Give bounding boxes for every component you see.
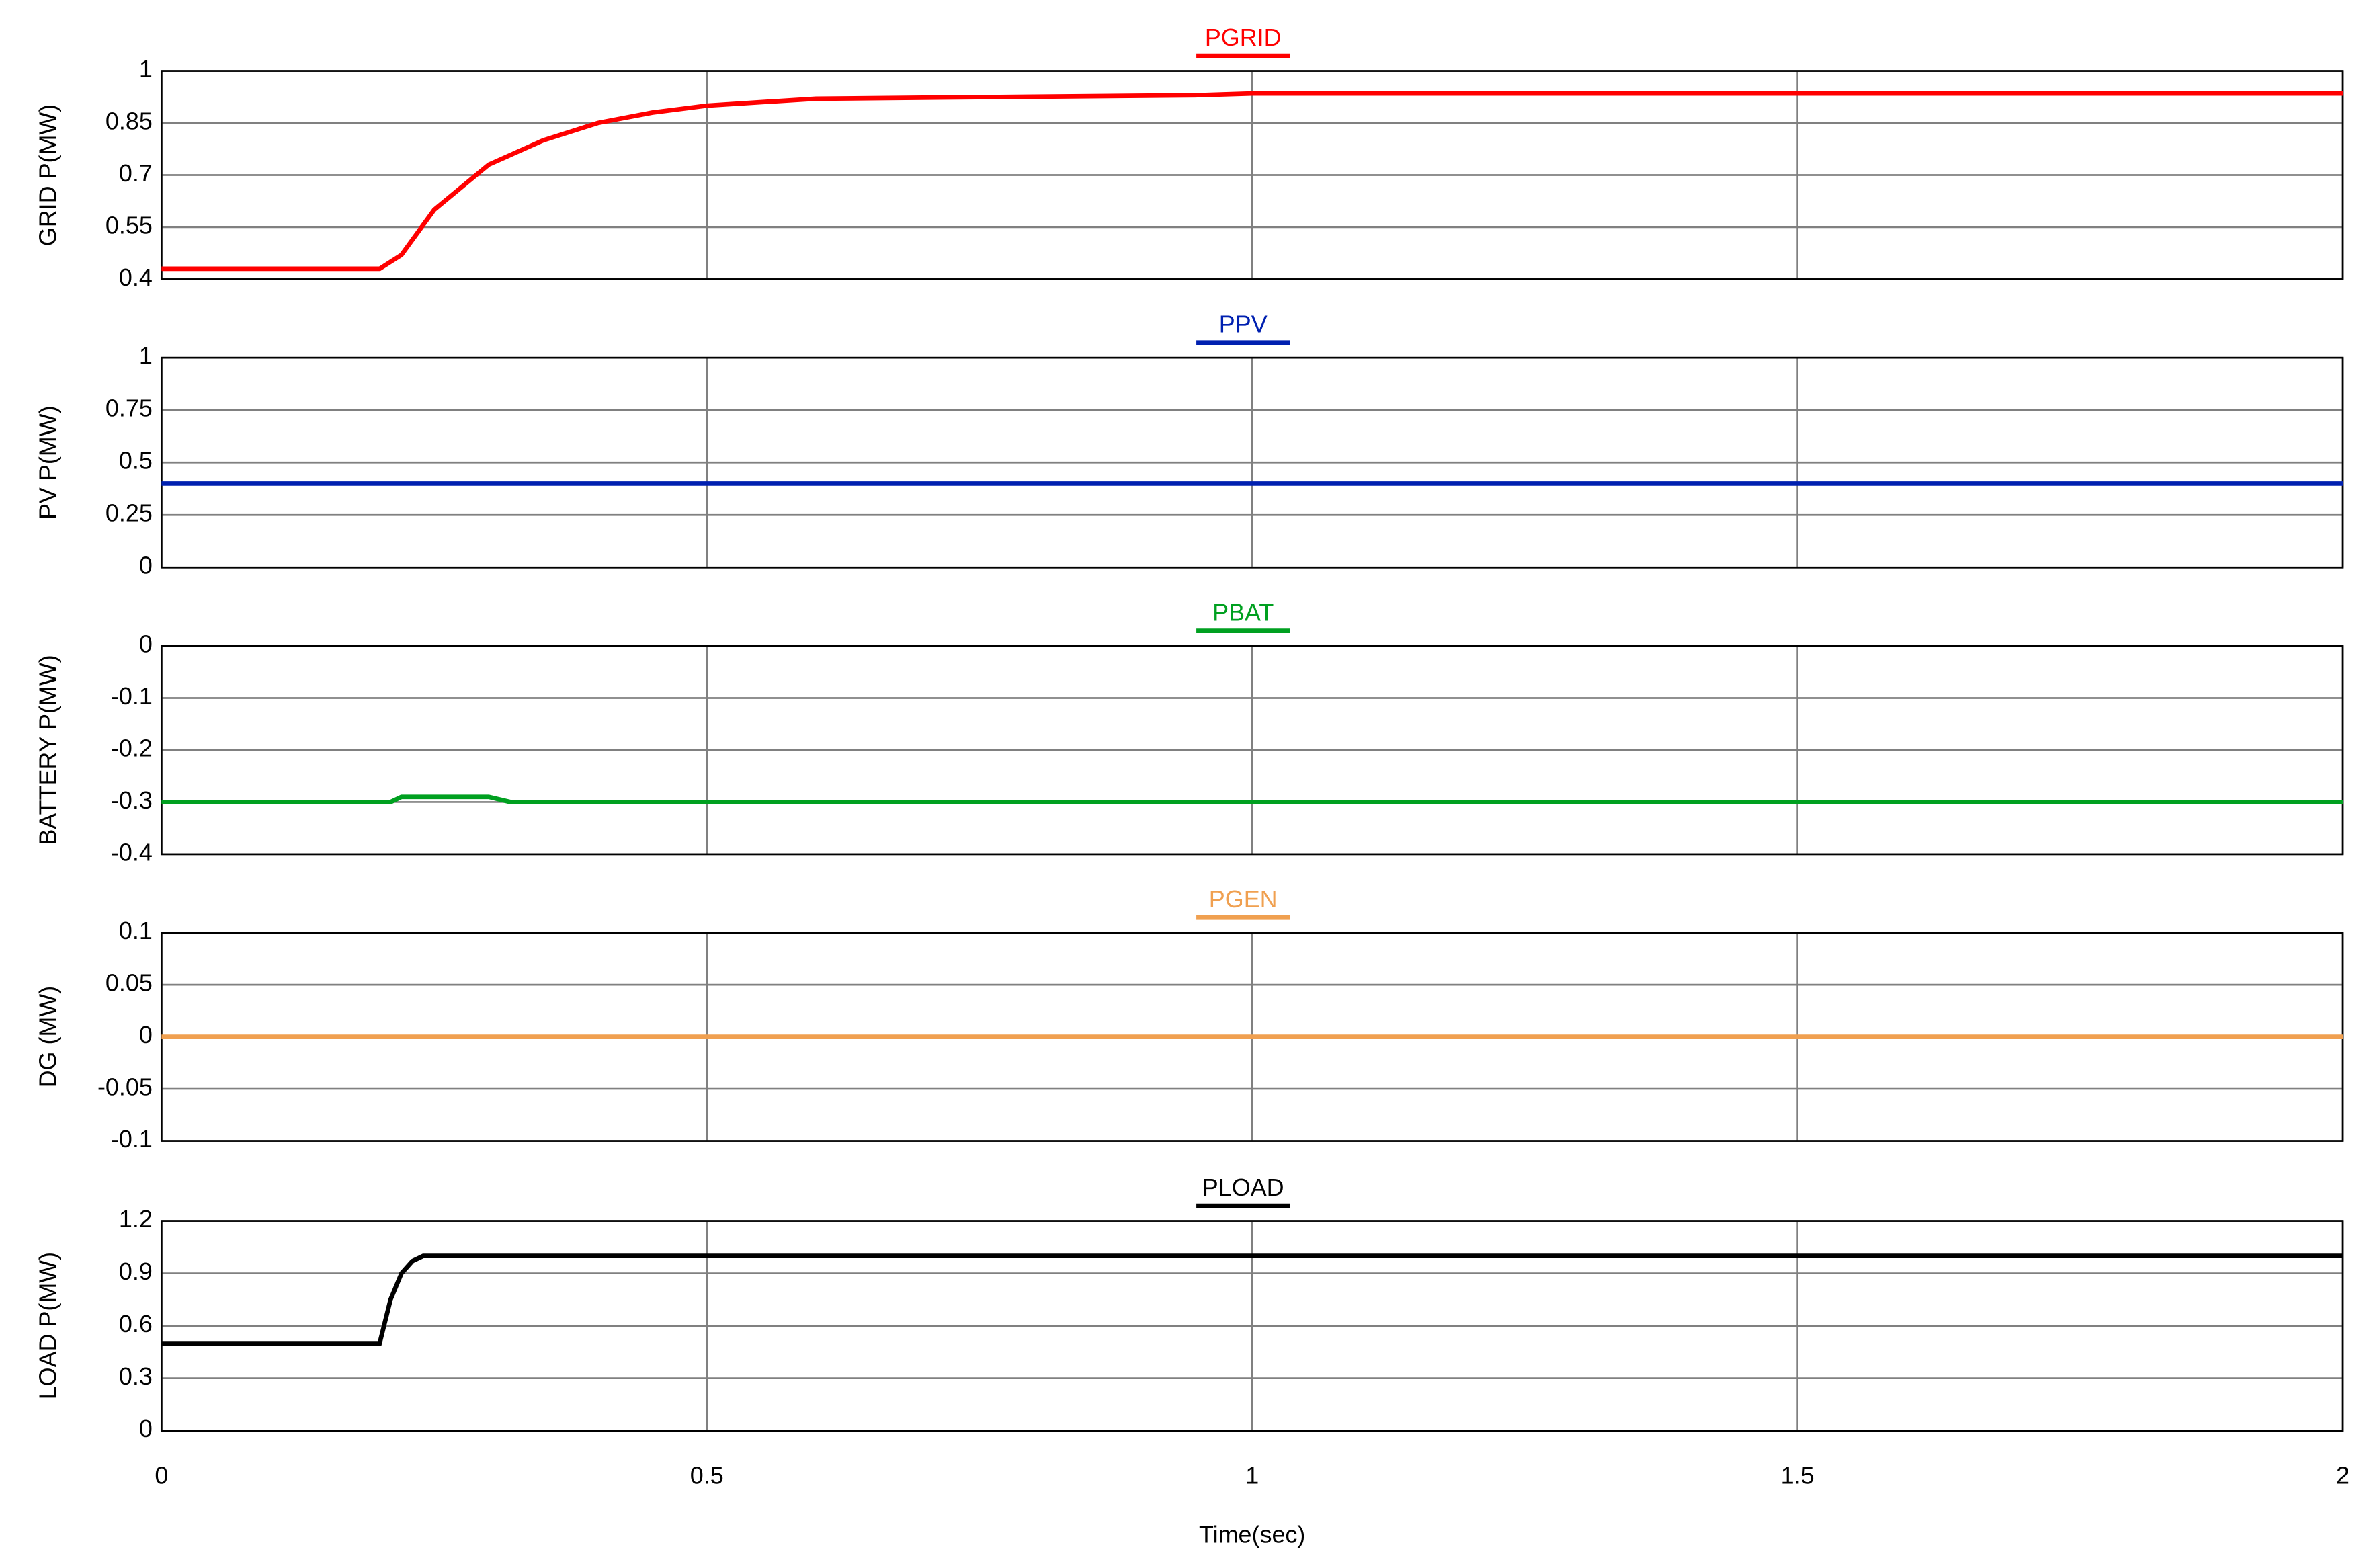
- x-tick-label: 0: [155, 1462, 168, 1489]
- y-tick-label: 1: [139, 342, 153, 370]
- y-tick-label: 0.05: [106, 969, 153, 997]
- plot-frame: [160, 1220, 2344, 1432]
- y-tick-label: 0.5: [119, 447, 153, 474]
- y-axis-label: PV P(MW): [34, 405, 62, 520]
- series-line: [161, 91, 2343, 272]
- y-tick-label: 0.55: [106, 211, 153, 239]
- y-axis-label: GRID P(MW): [34, 104, 62, 246]
- legend-label: PLOAD: [1202, 1173, 1284, 1201]
- y-axis-label: BATTERY P(MW): [34, 655, 62, 845]
- y-tick-label: 0: [139, 1415, 153, 1442]
- y-tick-label: -0.3: [111, 786, 153, 814]
- legend-label: PGRID: [1205, 24, 1282, 51]
- legend-label: PPV: [1219, 311, 1268, 338]
- y-tick-label: 0.3: [119, 1362, 153, 1390]
- legend-label: PBAT: [1212, 598, 1274, 626]
- y-tick-label: 0: [139, 1021, 153, 1048]
- y-tick-label: -0.05: [97, 1073, 153, 1101]
- y-tick-label: -0.2: [111, 734, 153, 761]
- y-tick-label: 1: [139, 55, 153, 83]
- y-axis-label: LOAD P(MW): [34, 1252, 62, 1399]
- series-line: [161, 1253, 2343, 1346]
- x-tick-label: 0.5: [690, 1462, 724, 1489]
- y-axis-label: DG (MW): [34, 986, 62, 1088]
- plot-frame: [160, 645, 2344, 856]
- y-tick-label: 0.6: [119, 1310, 153, 1337]
- y-tick-label: -0.1: [111, 682, 153, 710]
- y-tick-label: -0.4: [111, 838, 153, 866]
- legend-label: PGEN: [1209, 885, 1278, 913]
- y-tick-label: 0.4: [119, 263, 153, 291]
- y-tick-label: 1.2: [119, 1205, 153, 1233]
- x-axis-label: Time(sec): [1199, 1520, 1305, 1548]
- plot-frame: [160, 356, 2344, 569]
- series-line: [161, 794, 2343, 804]
- x-tick-label: 1.5: [1781, 1462, 1815, 1489]
- y-tick-label: 0.1: [119, 917, 153, 944]
- plot-frame: [160, 70, 2344, 280]
- y-tick-label: 0.9: [119, 1257, 153, 1285]
- y-tick-label: 0.7: [119, 159, 153, 187]
- y-tick-label: 0.75: [106, 395, 153, 422]
- x-tick-label: 1: [1245, 1462, 1259, 1489]
- y-tick-label: 0: [139, 630, 153, 658]
- y-tick-label: 0.25: [106, 499, 153, 527]
- y-tick-label: 0: [139, 552, 153, 579]
- y-tick-label: -0.1: [111, 1125, 153, 1153]
- x-tick-label: 2: [2336, 1462, 2350, 1489]
- y-tick-label: 0.85: [106, 107, 153, 134]
